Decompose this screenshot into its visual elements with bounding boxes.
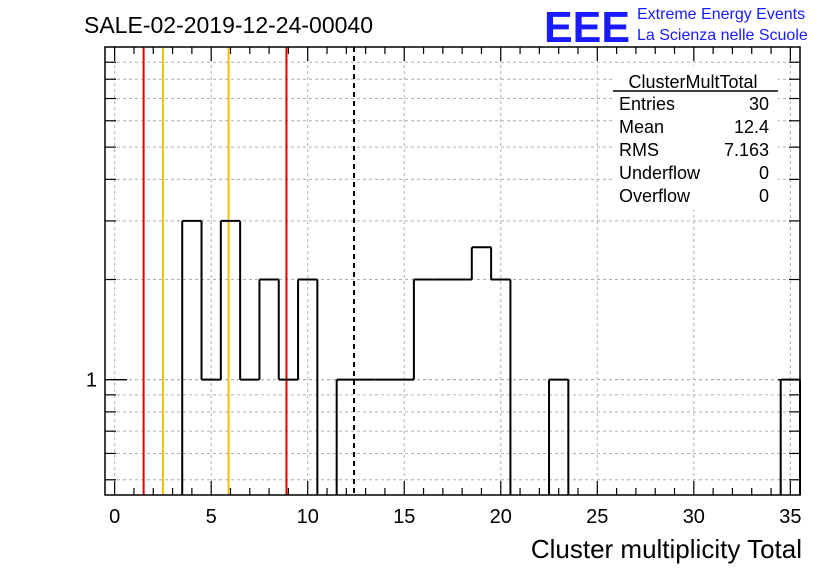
stats-title: ClusterMultTotal	[628, 72, 757, 92]
marker-lines	[142, 47, 356, 495]
stats-row-value: 30	[749, 94, 769, 114]
plot-area-border	[104, 46, 801, 496]
axis-ticks	[105, 47, 800, 495]
y-tick-label: 1	[86, 370, 97, 392]
x-tick-label: 20	[490, 506, 512, 528]
stats-row-label: Underflow	[619, 163, 701, 183]
x-tick-label: 15	[393, 506, 415, 528]
x-axis-title: Cluster multiplicity Total	[531, 534, 802, 564]
stats-row-label: Entries	[619, 94, 675, 114]
stats-box: ClusterMultTotal Entries 30 Mean 12.4 RMS 7.1…	[613, 66, 778, 210]
x-tick-label: 30	[683, 506, 705, 528]
x-tick-label: 35	[779, 506, 801, 528]
stats-row-value: 0	[759, 186, 769, 206]
stats-row-label: RMS	[619, 140, 659, 160]
x-tick-label: 10	[297, 506, 319, 528]
stats-row-value: 0	[759, 163, 769, 183]
x-tick-label: 5	[206, 506, 217, 528]
x-tick-label: 25	[586, 506, 608, 528]
tick-labels: 0 5 10 15 20 25 30 35 1	[86, 370, 802, 528]
logo-eee-text: EEE	[544, 3, 630, 52]
stats-box-background	[613, 66, 778, 210]
logo-line-2: La Scienza nelle Scuole	[637, 27, 808, 44]
eee-logo: EEE Extreme Energy Events La Scienza nel…	[544, 3, 808, 52]
stats-rows: Entries 30 Mean 12.4 RMS 7.163 Underflow 0 Overf…	[619, 94, 769, 206]
run-title: SALE-02-2019-12-24-00040	[84, 12, 373, 38]
histogram-series	[181, 219, 801, 495]
stats-row-value: 12.4	[734, 117, 769, 137]
plot-frame	[104, 46, 801, 496]
stats-row-label: Overflow	[619, 186, 691, 206]
stats-row-label: Mean	[619, 117, 664, 137]
x-tick-label: 0	[109, 506, 120, 528]
stats-row-value: 7.163	[724, 140, 769, 160]
logo-line-1: Extreme Energy Events	[637, 6, 805, 23]
